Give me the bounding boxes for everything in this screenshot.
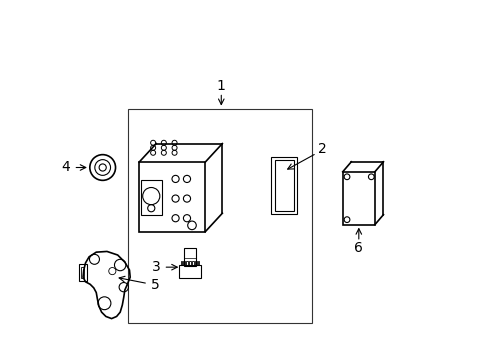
Bar xyxy=(186,261,188,265)
Bar xyxy=(81,267,84,278)
Bar xyxy=(194,261,196,265)
Text: 6: 6 xyxy=(354,241,363,255)
Bar xyxy=(180,261,182,265)
Bar xyxy=(342,172,374,225)
Bar xyxy=(192,261,193,265)
Text: 1: 1 xyxy=(216,80,225,93)
Bar xyxy=(183,261,185,265)
Text: 2: 2 xyxy=(318,142,326,156)
Text: 4: 4 xyxy=(61,161,70,175)
Bar xyxy=(197,261,199,265)
Bar xyxy=(274,160,293,211)
Bar xyxy=(184,248,196,266)
Bar xyxy=(141,180,162,215)
Bar xyxy=(179,265,201,278)
Text: 3: 3 xyxy=(152,260,161,274)
Bar xyxy=(189,261,190,265)
Bar xyxy=(128,109,312,323)
Bar xyxy=(139,162,205,232)
Bar xyxy=(271,157,296,214)
Bar xyxy=(80,264,87,281)
Text: 5: 5 xyxy=(150,278,159,292)
